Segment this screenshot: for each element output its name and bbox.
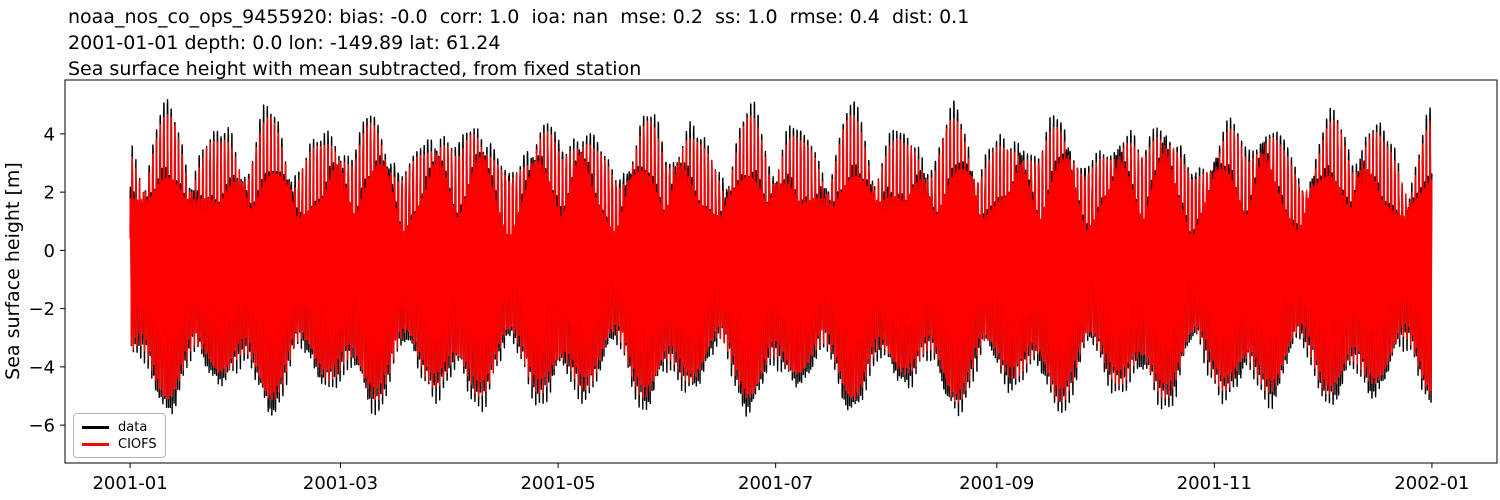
y-tick-label: −4 bbox=[28, 357, 55, 378]
legend-entry-ciofs: CIOFS bbox=[82, 436, 157, 453]
x-tick-label: 2001-07 bbox=[738, 473, 813, 494]
plot-border bbox=[64, 79, 1498, 464]
x-tick-label: 2001-09 bbox=[959, 473, 1034, 494]
legend-label-ciofs: CIOFS bbox=[118, 437, 157, 452]
legend-line-sample-ciofs bbox=[82, 443, 109, 446]
legend-entry-data: data bbox=[82, 419, 157, 436]
y-tick-label: 2 bbox=[44, 183, 55, 204]
x-tick-label: 2002-01 bbox=[1394, 473, 1469, 494]
x-tick-label: 2001-05 bbox=[520, 473, 595, 494]
chart-titles: noaa_nos_co_ops_9455920: bias: -0.0 corr… bbox=[68, 4, 969, 82]
legend-box: data CIOFS bbox=[73, 413, 166, 458]
series-line-ciofs bbox=[129, 113, 1433, 403]
title-line-desc: Sea surface height with mean subtracted,… bbox=[68, 58, 642, 80]
y-tick-label: 4 bbox=[44, 124, 55, 145]
x-tick-label: 2001-03 bbox=[303, 473, 378, 494]
title-line-stats: noaa_nos_co_ops_9455920: bias: -0.0 corr… bbox=[68, 6, 970, 28]
x-tick-label: 2001-01 bbox=[92, 473, 167, 494]
y-tick-label: 0 bbox=[44, 241, 55, 262]
legend-line-sample-data bbox=[82, 426, 109, 429]
legend-label-data: data bbox=[118, 420, 148, 435]
y-tick-label: −6 bbox=[28, 416, 55, 437]
title-line-meta: 2001-01-01 depth: 0.0 lon: -149.89 lat: … bbox=[68, 32, 501, 54]
x-tick-label: 2001-11 bbox=[1177, 473, 1252, 494]
y-tick-label: −2 bbox=[28, 299, 55, 320]
